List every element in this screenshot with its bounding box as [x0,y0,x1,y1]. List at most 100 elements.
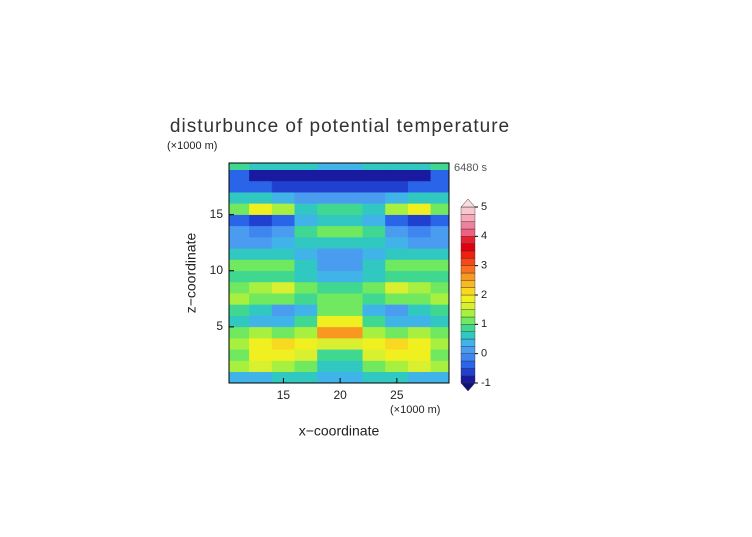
contour-cell [271,214,296,227]
contour-cell [430,236,450,249]
contour-cell [407,326,432,339]
contour-cell [294,248,318,260]
colorbar-segment [460,287,476,296]
contour-cell [228,326,250,339]
contour-cell [271,248,296,260]
y-axis-label: z−coordinate [183,233,199,314]
x-tick-label: 20 [333,388,347,402]
contour-cell [407,214,432,227]
contour-cell [317,349,341,361]
contour-cell [385,169,409,182]
contour-cell [430,326,450,339]
contour-cell [430,270,450,283]
colorbar-segment [460,316,476,325]
contour-cell [249,349,273,361]
contour-cell [228,360,250,373]
contour-cell [249,326,273,339]
contour-cell [407,236,432,249]
contour-cell [430,281,450,294]
contour-cell [249,214,273,227]
contour-cell [385,304,409,316]
colorbar-segment [460,206,476,215]
contour-cell [407,169,432,182]
y-tick-label: 15 [210,207,224,221]
contour-cell [249,337,273,350]
contour-cell [294,225,318,238]
contour-cell [407,281,432,294]
x-unit: (×1000 m) [390,404,440,416]
contour-cell [407,270,432,283]
contour-cell [362,259,386,272]
contour-cell [407,203,432,215]
contour-cell [317,281,341,294]
contour-cell [228,349,250,361]
contour-cell [317,360,341,373]
contour-cell [271,191,296,204]
contour-cell [294,214,318,227]
contour-cell [430,180,450,193]
contour-cell [339,349,364,361]
contour-cell [317,315,341,328]
contour-cell [294,304,318,316]
contour-cell [317,326,341,339]
contour-cell [249,191,273,204]
contour-cell [339,304,364,316]
contour-cell [430,169,450,182]
contour-cell [407,191,432,204]
contour-cell [362,281,386,294]
contour-cell [362,292,386,305]
contour-cell [430,371,450,384]
contour-cell [362,371,386,384]
contour-cell [228,203,250,215]
contour-cell [228,304,250,316]
contour-cell [385,259,409,272]
contour-cell [271,180,296,193]
contour-cell [430,214,450,227]
contour-cell [385,315,409,328]
contour-cell [271,349,296,361]
contour-cell [362,270,386,283]
contour-cell [228,214,250,227]
contour-cell [362,326,386,339]
contour-cell [294,315,318,328]
colorbar-segment [460,353,476,362]
colorbar-tick-label: 5 [481,201,487,213]
contour-cell [430,360,450,373]
contour-cell [362,162,386,170]
time-label: 6480 s [454,162,488,174]
contour-cell [271,162,296,170]
contour-cell [317,292,341,305]
contour-cell [294,292,318,305]
chart-title: disturbunce of potential temperature [170,116,510,137]
contour-cell [407,259,432,272]
colorbar-segment [460,221,476,230]
contour-cell [385,236,409,249]
contour-cell [317,214,341,227]
contour-cell [339,214,364,227]
contour-cell [430,292,450,305]
colorbar-over [460,198,476,208]
contour-cell [362,248,386,260]
contour-cell [317,304,341,316]
contour-cell [339,337,364,350]
colorbar-segment [460,360,476,369]
contour-cell [294,191,318,204]
contour-cell [271,225,296,238]
colorbar-tick-label: 3 [481,260,487,272]
contour-cell [362,360,386,373]
contour-cell [385,292,409,305]
contour-cell [228,236,250,249]
contour-cell [385,214,409,227]
colorbar-tick-label: -1 [481,377,491,389]
contour-cell [271,360,296,373]
contour-cell [271,236,296,249]
contour-cell [430,248,450,260]
contour-cell [362,180,386,193]
y-unit: (×1000 m) [167,140,217,152]
contour-cell [430,315,450,328]
contour-cell [228,292,250,305]
colorbar-segment [460,243,476,252]
contour-cell [339,180,364,193]
contour-cell [249,292,273,305]
colorbar-segment [460,346,476,354]
